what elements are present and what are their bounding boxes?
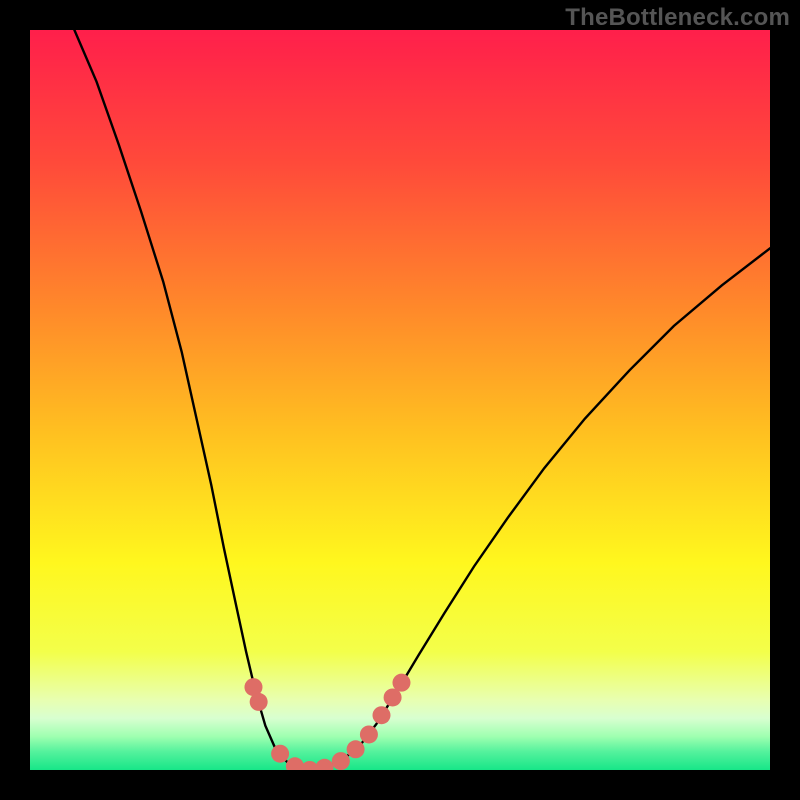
- highlight-dot: [392, 674, 410, 692]
- chart-container: TheBottleneck.com: [0, 0, 800, 800]
- highlight-dot: [332, 752, 350, 770]
- highlight-dot: [250, 693, 268, 711]
- gradient-background: [30, 30, 770, 770]
- highlight-dot: [271, 745, 289, 763]
- watermark-text: TheBottleneck.com: [565, 4, 790, 32]
- highlight-dot: [347, 740, 365, 758]
- highlight-dot: [373, 706, 391, 724]
- highlight-dot: [360, 725, 378, 743]
- bottleneck-chart: [30, 30, 770, 770]
